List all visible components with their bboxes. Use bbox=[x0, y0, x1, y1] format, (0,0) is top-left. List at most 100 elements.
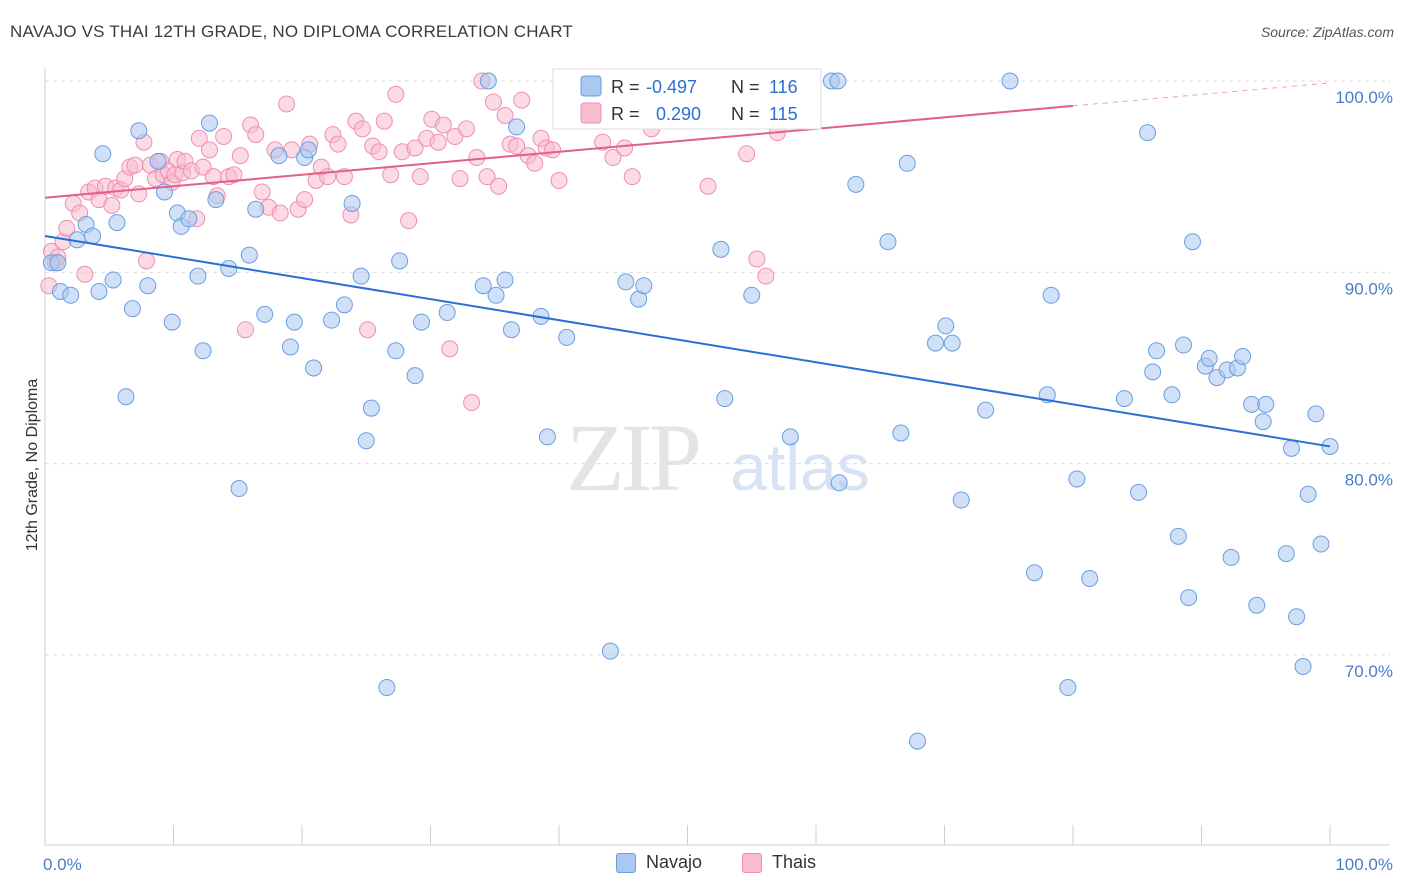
navajo-point bbox=[1148, 342, 1166, 360]
navajo-point bbox=[1081, 569, 1099, 587]
y-tick-label-70: 70.0% bbox=[1345, 662, 1393, 681]
navajo-point bbox=[1294, 657, 1312, 675]
thai-point bbox=[200, 141, 218, 159]
thai-point bbox=[544, 141, 562, 159]
legend-item-navajo: Navajo bbox=[616, 852, 702, 873]
x-tick-labels: 0.0% 100.0% bbox=[43, 855, 1393, 874]
navajo-point bbox=[285, 313, 303, 331]
thai-point bbox=[594, 133, 612, 151]
axes bbox=[44, 68, 1390, 846]
navajo-point bbox=[1059, 679, 1077, 697]
thai-point bbox=[58, 219, 76, 237]
navajo-point bbox=[362, 399, 380, 417]
legend-navajo-r-value: -0.497 bbox=[646, 77, 697, 97]
navajo-point bbox=[220, 260, 238, 278]
navajo-point bbox=[909, 732, 927, 750]
navajo-point bbox=[508, 118, 526, 136]
thai-point bbox=[225, 166, 243, 184]
navajo-point bbox=[1025, 564, 1043, 582]
navajo-point bbox=[1175, 336, 1193, 354]
navajo-point bbox=[781, 428, 799, 446]
bottom-legend: Navajo Thais bbox=[0, 852, 1406, 878]
navajo-point bbox=[104, 271, 122, 289]
thai-point bbox=[278, 95, 296, 113]
thai-point bbox=[329, 135, 347, 153]
navajo-point bbox=[716, 390, 734, 408]
navajo-point bbox=[281, 338, 299, 356]
thai-point bbox=[463, 393, 481, 411]
navajo-point bbox=[892, 424, 910, 442]
legend-swatch-navajo-bottom bbox=[616, 852, 636, 873]
legend-label-navajo: Navajo bbox=[646, 852, 703, 872]
navajo-point bbox=[1222, 548, 1240, 566]
legend-thai-n-value: 115 bbox=[769, 104, 798, 124]
navajo-trend-line bbox=[44, 234, 1331, 448]
navajo-point bbox=[487, 286, 505, 304]
legend-swatch-navajo bbox=[580, 75, 602, 97]
thai-point bbox=[253, 183, 271, 201]
legend-label-thai: Thais bbox=[772, 852, 817, 872]
navajo-point bbox=[335, 296, 353, 314]
y-tick-label-80: 80.0% bbox=[1345, 471, 1393, 490]
navajo-point bbox=[352, 267, 370, 285]
y-tick-label-90: 90.0% bbox=[1345, 279, 1393, 298]
navajo-point bbox=[413, 313, 431, 331]
navajo-point bbox=[343, 194, 361, 212]
navajo-point bbox=[1184, 233, 1202, 251]
navajo-point bbox=[180, 210, 198, 228]
y-axis-title: 12th Grade, No Diploma bbox=[24, 379, 41, 552]
thai-point bbox=[757, 267, 775, 285]
navajo-point bbox=[496, 271, 514, 289]
thai-trend-line bbox=[44, 104, 1074, 199]
navajo-point bbox=[391, 252, 409, 270]
navajo-point bbox=[1248, 596, 1266, 614]
navajo-point bbox=[90, 282, 108, 300]
navajo-point bbox=[1312, 535, 1330, 553]
chart-title: NAVAJO VS THAI 12TH GRADE, NO DIPLOMA CO… bbox=[10, 22, 573, 41]
thai-point bbox=[451, 170, 469, 188]
zipatlas-watermark: ZIP atlas bbox=[566, 404, 870, 511]
thai-point bbox=[604, 149, 622, 167]
thai-point bbox=[190, 129, 208, 147]
navajo-point bbox=[1169, 527, 1187, 545]
navajo-point bbox=[149, 152, 167, 170]
navajo-point bbox=[635, 277, 653, 295]
thai-point bbox=[375, 112, 393, 130]
navajo-point bbox=[1180, 589, 1198, 607]
watermark-zip: ZIP bbox=[566, 404, 699, 511]
navajo-point bbox=[94, 145, 112, 163]
navajo-point bbox=[378, 679, 396, 697]
legend-navajo-r-label: R = bbox=[611, 77, 640, 97]
thai-point bbox=[335, 168, 353, 186]
navajo-point bbox=[230, 480, 248, 498]
navajo-point bbox=[830, 474, 848, 492]
thai-point bbox=[526, 154, 544, 172]
navajo-point bbox=[438, 304, 456, 322]
navajo-point bbox=[847, 175, 865, 193]
legend-thai-r-value: 0.290 bbox=[656, 104, 701, 124]
navajo-point bbox=[1042, 286, 1060, 304]
navajo-point bbox=[1257, 395, 1275, 413]
thai-point bbox=[387, 85, 405, 103]
navajo-point bbox=[117, 388, 135, 406]
navajo-point bbox=[247, 200, 265, 218]
thai-point bbox=[478, 168, 496, 186]
navajo-point bbox=[406, 367, 424, 385]
navajo-point bbox=[1307, 405, 1325, 423]
grid-lines bbox=[45, 80, 1390, 656]
thai-point bbox=[496, 106, 514, 124]
navajo-point bbox=[1163, 386, 1181, 404]
navajo-point bbox=[952, 491, 970, 509]
navajo-point bbox=[617, 273, 635, 291]
navajo-point bbox=[123, 300, 141, 318]
y-tick-label-100: 100.0% bbox=[1335, 88, 1393, 107]
chart-source: Source: ZipAtlas.com bbox=[1260, 24, 1394, 40]
trend-lines bbox=[44, 82, 1331, 448]
thai-point bbox=[411, 168, 429, 186]
thai-point bbox=[400, 212, 418, 230]
navajo-point bbox=[1130, 483, 1148, 501]
navajo-point bbox=[977, 401, 995, 419]
navajo-point bbox=[1139, 124, 1157, 142]
legend-navajo-n-label: N = bbox=[731, 77, 760, 97]
